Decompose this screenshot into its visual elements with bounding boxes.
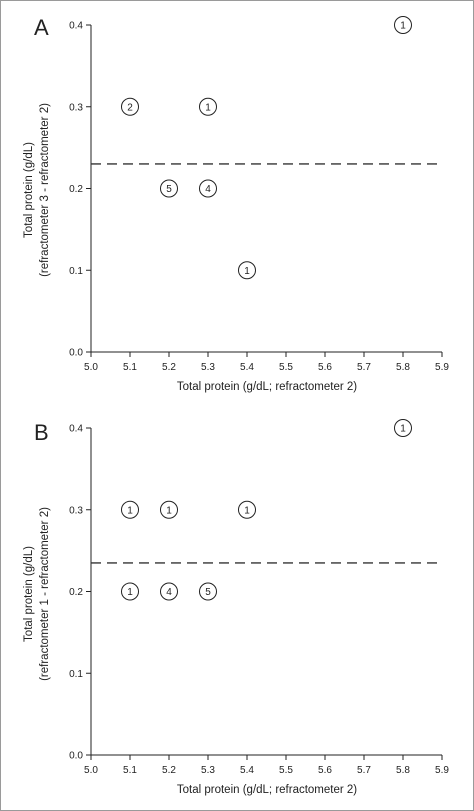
data-point-label: 1 [205,102,211,113]
y-tick-label: 0.4 [69,21,83,32]
data-point: 1 [121,582,139,601]
data-point-label: 4 [205,184,211,195]
data-point-marker [160,500,178,519]
x-axis-title: Total protein (g/dL; refractometer 2) [177,381,357,393]
data-point-marker [121,97,139,116]
x-tick-label: 5.8 [396,765,410,776]
data-point-label: 1 [400,424,406,435]
data-point: 1 [121,500,139,519]
data-point-marker [121,500,139,519]
x-tick-label: 5.5 [279,362,293,373]
data-point-marker [199,179,217,198]
data-point-marker [238,500,256,519]
x-tick-label: 5.4 [240,765,254,776]
data-point: 5 [160,179,178,198]
plot-area: 0.0 0.1 0.2 0.3 0.4 5.0 5.1 5.2 5.3 5.4 5.5 5.6 5.7 5… [69,419,449,776]
data-point-label: 1 [400,21,406,32]
panel-a: A Total protein (g/dL) (refractometer 3 … [23,15,449,393]
data-point-label: 5 [166,184,172,195]
data-point: 1 [238,261,256,280]
y-tick-label: 0.3 [69,102,83,113]
x-tick-label: 5.1 [123,362,137,373]
data-point-label: 1 [244,266,250,277]
data-point-marker [160,179,178,198]
y-tick-label: 0.2 [69,184,83,195]
data-point-label: 1 [127,587,133,598]
x-tick-label: 5.2 [162,362,176,373]
plot-area: 0.0 0.1 0.2 0.3 0.4 5.0 5.1 5.2 5.3 5.4 5.5 5.6 5.7 5… [69,16,449,373]
data-point: 1 [199,97,217,116]
data-point-label: 2 [127,102,133,113]
data-point-label: 5 [205,587,211,598]
x-tick-label: 5.9 [435,765,449,776]
panel-b: B Total protein (g/dL) (refractometer 1 … [23,419,449,796]
x-tick-label: 5.6 [318,765,332,776]
y-axis-title-line-2: (refractometer 3 - refractometer 2) [39,103,51,277]
data-point-marker [121,582,139,601]
y-tick-label: 0.1 [69,669,83,680]
y-axis-title-line-1: Total protein (g/dL) [23,142,35,238]
x-tick-label: 5.0 [84,765,98,776]
data-point-marker [394,16,412,34]
data-point-marker [394,419,412,437]
data-point: 1 [394,16,412,34]
data-point: 2 [121,97,139,116]
x-tick-label: 5.6 [318,362,332,373]
data-point: 5 [199,582,217,601]
x-tick-label: 5.2 [162,765,176,776]
y-tick-label: 0.0 [69,348,83,359]
data-point-marker [238,261,256,280]
panel-label: A [34,15,49,40]
data-point: 4 [160,582,178,601]
x-tick-label: 5.7 [357,765,371,776]
data-point-marker [160,582,178,601]
y-axis-title-line-1: Total protein (g/dL) [23,546,35,642]
data-point: 1 [238,500,256,519]
x-tick-label: 5.3 [201,362,215,373]
x-tick-label: 5.1 [123,765,137,776]
y-tick-label: 0.4 [69,424,83,435]
data-point-marker [199,97,217,116]
y-axis-title: Total protein (g/dL) (refractometer 1 - … [23,507,51,681]
x-tick-label: 5.7 [357,362,371,373]
y-axis-title-line-2: (refractometer 1 - refractometer 2) [39,507,51,681]
panel-label: B [34,420,49,445]
x-axis-title: Total protein (g/dL; refractometer 2) [177,784,357,796]
x-tick-label: 5.8 [396,362,410,373]
y-tick-label: 0.1 [69,266,83,277]
x-tick-label: 5.5 [279,765,293,776]
data-point-marker [199,582,217,601]
x-tick-label: 5.0 [84,362,98,373]
x-tick-label: 5.9 [435,362,449,373]
x-tick-label: 5.4 [240,362,254,373]
data-point-label: 1 [166,505,172,516]
data-point-label: 4 [166,587,172,598]
data-point: 1 [394,419,412,437]
y-axis-title: Total protein (g/dL) (refractometer 3 - … [23,103,51,277]
data-point: 4 [199,179,217,198]
y-tick-label: 0.3 [69,505,83,516]
y-tick-label: 0.2 [69,587,83,598]
data-point-label: 1 [127,505,133,516]
data-point: 1 [160,500,178,519]
data-point-label: 1 [244,505,250,516]
y-tick-label: 0.0 [69,751,83,762]
x-tick-label: 5.3 [201,765,215,776]
